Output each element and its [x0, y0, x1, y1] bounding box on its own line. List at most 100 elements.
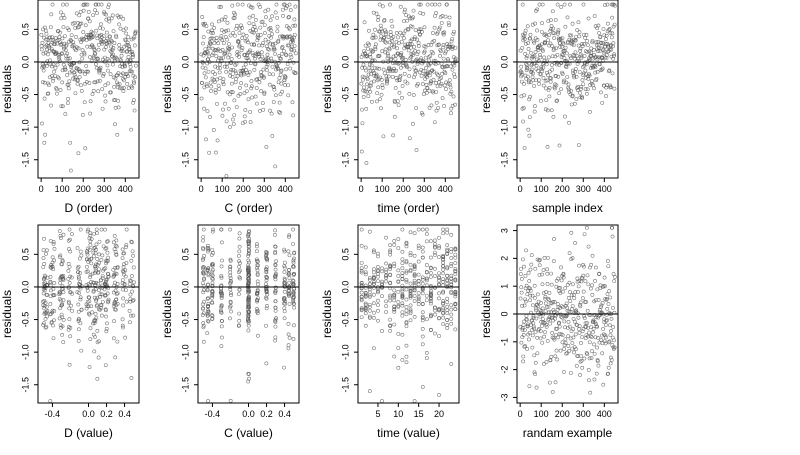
- data-point: [404, 360, 409, 365]
- data-point: [578, 300, 583, 305]
- data-point: [371, 248, 376, 253]
- data-point: [100, 292, 104, 297]
- data-point: [233, 12, 237, 17]
- data-point: [420, 310, 425, 315]
- data-point: [578, 48, 583, 53]
- y-tick-label: -0.5: [20, 312, 30, 328]
- data-point: [359, 243, 364, 248]
- data-point: [424, 317, 429, 322]
- data-point: [376, 290, 380, 295]
- data-point: [382, 18, 387, 22]
- data-point: [283, 75, 288, 80]
- data-point: [40, 40, 45, 45]
- data-point: [412, 37, 417, 41]
- data-point: [569, 88, 573, 93]
- data-point: [519, 285, 524, 290]
- data-point: [587, 73, 592, 78]
- data-point: [228, 281, 232, 286]
- data-point: [218, 49, 223, 54]
- data-point: [201, 325, 206, 330]
- data-point: [98, 292, 103, 297]
- data-point: [545, 282, 550, 286]
- data-point: [78, 256, 82, 261]
- data-point: [540, 317, 545, 321]
- data-point: [586, 334, 590, 339]
- data-point: [123, 64, 127, 69]
- data-point: [392, 307, 397, 312]
- data-point: [541, 291, 546, 296]
- data-point: [408, 307, 413, 312]
- x-tick-label: 200: [396, 184, 411, 194]
- data-point: [234, 105, 239, 110]
- data-point: [379, 27, 384, 31]
- data-point: [99, 35, 104, 40]
- data-point: [273, 251, 278, 256]
- data-point: [73, 75, 78, 80]
- data-point: [49, 320, 54, 325]
- data-point: [201, 235, 206, 239]
- data-point: [273, 41, 278, 46]
- data-point: [252, 67, 257, 72]
- data-point: [111, 290, 116, 295]
- data-point: [453, 267, 458, 271]
- data-point: [264, 250, 269, 254]
- y-tick-label: -1.5: [340, 377, 350, 393]
- data-point: [603, 284, 607, 289]
- data-point: [449, 249, 454, 254]
- data-point: [523, 344, 527, 348]
- data-point: [578, 359, 583, 364]
- data-point: [67, 301, 71, 306]
- data-point: [603, 333, 608, 338]
- data-point: [607, 68, 612, 73]
- data-point: [547, 291, 552, 295]
- data-point: [367, 304, 372, 309]
- data-point: [543, 309, 548, 313]
- data-point: [453, 294, 458, 299]
- data-point: [282, 365, 286, 370]
- data-point: [121, 85, 126, 90]
- data-point: [518, 48, 523, 53]
- data-point: [126, 35, 131, 40]
- data-point: [572, 75, 577, 80]
- data-point: [63, 34, 67, 38]
- data-point: [365, 46, 370, 51]
- data-point: [555, 60, 559, 65]
- data-point: [453, 102, 457, 107]
- data-point: [210, 273, 215, 278]
- data-point: [281, 2, 286, 7]
- data-point: [249, 79, 254, 83]
- data-point: [292, 35, 296, 40]
- data-point: [418, 2, 423, 7]
- data-point: [104, 246, 109, 251]
- data-point: [445, 230, 450, 235]
- data-point: [546, 19, 551, 24]
- data-point: [95, 257, 100, 261]
- data-point: [442, 104, 446, 108]
- data-point: [367, 42, 372, 47]
- data-point: [248, 120, 253, 125]
- data-point: [127, 282, 132, 286]
- data-point: [404, 305, 409, 309]
- data-point: [578, 46, 583, 51]
- data-point: [441, 290, 446, 295]
- data-point: [78, 227, 83, 232]
- y-tick-label: -1.0: [180, 119, 190, 135]
- data-point: [121, 265, 126, 269]
- data-point: [286, 321, 291, 326]
- plot-frame: [197, 0, 300, 179]
- data-point: [206, 399, 210, 403]
- data-point: [220, 113, 225, 118]
- data-point: [442, 83, 447, 88]
- data-point: [561, 80, 566, 85]
- data-point: [540, 21, 544, 26]
- data-point: [453, 56, 458, 61]
- data-point: [571, 68, 575, 73]
- data-point: [396, 279, 401, 284]
- data-point: [238, 26, 242, 31]
- data-point: [532, 84, 536, 88]
- data-point: [58, 306, 63, 311]
- data-point: [386, 53, 391, 58]
- data-point: [61, 290, 66, 295]
- data-point: [424, 293, 429, 298]
